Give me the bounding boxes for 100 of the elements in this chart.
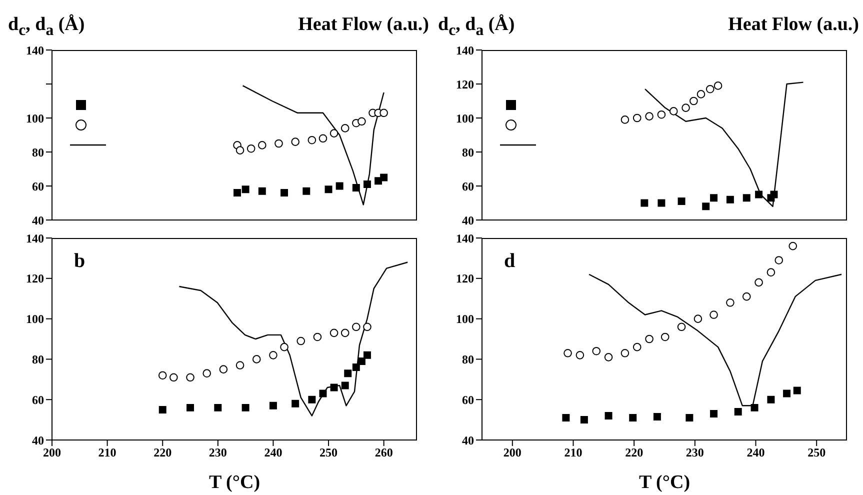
point [358, 117, 366, 126]
annotation: b [74, 250, 86, 273]
point [330, 129, 338, 138]
point [363, 180, 371, 188]
x-tick-label: 210 [564, 446, 582, 460]
point [214, 404, 222, 412]
x-tick-label: 200 [43, 446, 61, 460]
point [313, 332, 322, 342]
point [352, 364, 360, 372]
line-series [242, 85, 384, 206]
point [640, 199, 648, 207]
point [580, 416, 588, 424]
y-tick-label: 80 [462, 145, 474, 160]
point [686, 414, 694, 422]
point [302, 187, 310, 195]
point [269, 351, 278, 360]
y-tick-label: 40 [32, 213, 44, 228]
point [726, 298, 734, 307]
point [660, 332, 670, 342]
point [653, 413, 661, 421]
point [755, 190, 763, 198]
point [562, 414, 570, 422]
point [358, 357, 366, 365]
point [236, 146, 244, 154]
point [658, 199, 666, 207]
point [158, 371, 167, 380]
y-tick-label: 60 [462, 392, 474, 407]
y-tick-label: 120 [26, 272, 44, 286]
y-tick-label: 140 [26, 43, 44, 58]
point [742, 194, 750, 202]
point [186, 373, 194, 382]
y-tick-label: 100 [456, 111, 474, 126]
point [742, 292, 751, 301]
point [158, 406, 166, 414]
y-tick-label: 120 [456, 272, 474, 286]
point [319, 390, 327, 398]
x-tick-label: 210 [98, 446, 116, 460]
x-tick-label: 230 [686, 446, 704, 460]
point [620, 116, 630, 124]
point [682, 104, 690, 112]
point [702, 202, 710, 210]
point [341, 382, 349, 390]
point [340, 124, 350, 132]
y-tick-label: 100 [456, 312, 474, 326]
point [258, 187, 266, 195]
point [629, 414, 637, 422]
y-tick-label: 100 [26, 111, 44, 126]
line-series [644, 82, 804, 207]
point [604, 412, 612, 420]
y-tick-label: 40 [32, 433, 44, 448]
point [632, 342, 642, 352]
point [657, 110, 666, 119]
point [352, 184, 360, 192]
point [734, 408, 742, 416]
y2-axis-title: Heat Flow (a.u.) [298, 14, 429, 37]
x-tick-label: 240 [264, 446, 282, 460]
y-tick-label: 40 [462, 213, 474, 228]
point [363, 322, 372, 332]
point [632, 114, 642, 122]
x-tick-label: 260 [374, 446, 393, 460]
x-tick-label: 220 [154, 446, 172, 460]
point [793, 386, 801, 394]
point [274, 139, 283, 148]
y-tick-label: 140 [26, 231, 44, 246]
y-tick-label: 60 [32, 392, 44, 407]
point [242, 404, 250, 412]
y-tick-label: 40 [462, 433, 474, 448]
point [269, 402, 277, 410]
point [170, 373, 178, 382]
point [380, 108, 388, 118]
point [219, 365, 228, 374]
point [706, 84, 714, 94]
point [714, 82, 722, 90]
point [576, 351, 584, 360]
point [788, 242, 798, 250]
point [352, 322, 360, 332]
point [645, 334, 654, 344]
point [258, 141, 266, 150]
point [252, 355, 261, 364]
point [604, 353, 613, 362]
point [344, 370, 352, 378]
y-tick-label: 120 [456, 77, 474, 92]
point [308, 136, 316, 144]
x-axis-title: T (°C) [208, 472, 260, 493]
y-tick-label: 140 [456, 43, 474, 58]
y-tick-label: 60 [32, 179, 44, 194]
point [324, 186, 332, 194]
point [318, 134, 328, 143]
y-tick-label: 60 [462, 179, 474, 194]
y-tick-label: 100 [26, 312, 44, 326]
y2-axis-title: Heat Flow (a.u.) [728, 14, 859, 37]
point [336, 182, 344, 190]
point [677, 322, 686, 332]
point [308, 396, 316, 404]
point [246, 144, 256, 153]
point [754, 278, 763, 287]
point [236, 361, 244, 370]
point [242, 186, 250, 194]
point [774, 256, 784, 264]
point [710, 194, 718, 202]
